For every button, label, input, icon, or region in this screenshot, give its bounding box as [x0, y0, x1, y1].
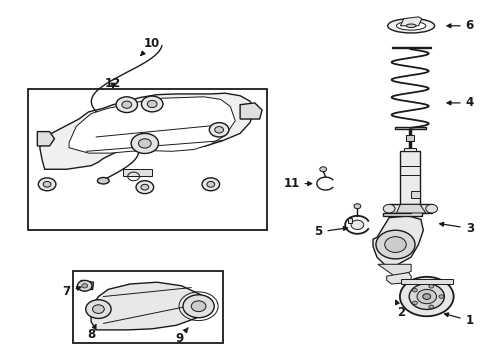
- Polygon shape: [69, 97, 235, 153]
- Text: 12: 12: [105, 77, 121, 90]
- Polygon shape: [240, 103, 262, 119]
- Polygon shape: [347, 218, 352, 223]
- Circle shape: [139, 139, 151, 148]
- Circle shape: [141, 184, 149, 190]
- Polygon shape: [79, 280, 94, 289]
- Ellipse shape: [396, 22, 426, 30]
- Polygon shape: [91, 282, 206, 330]
- Circle shape: [423, 294, 431, 300]
- Polygon shape: [383, 211, 422, 216]
- Ellipse shape: [383, 204, 395, 213]
- Circle shape: [354, 204, 361, 209]
- Polygon shape: [37, 132, 54, 146]
- Text: 7: 7: [63, 285, 81, 298]
- Circle shape: [351, 220, 364, 229]
- Circle shape: [147, 100, 157, 108]
- Circle shape: [215, 127, 223, 133]
- Circle shape: [93, 305, 104, 314]
- Polygon shape: [40, 93, 255, 169]
- Polygon shape: [123, 169, 152, 176]
- Circle shape: [207, 181, 215, 187]
- Polygon shape: [373, 216, 423, 268]
- Circle shape: [400, 277, 454, 316]
- Bar: [27, 89, 267, 230]
- Bar: [73, 271, 223, 343]
- Polygon shape: [400, 17, 422, 26]
- Circle shape: [86, 300, 111, 319]
- Polygon shape: [389, 204, 432, 213]
- Circle shape: [116, 97, 138, 113]
- Polygon shape: [406, 135, 414, 140]
- Circle shape: [320, 167, 327, 172]
- Text: 2: 2: [395, 300, 405, 319]
- Circle shape: [77, 280, 92, 291]
- Circle shape: [136, 181, 154, 194]
- Circle shape: [376, 230, 415, 259]
- Circle shape: [131, 134, 159, 153]
- Circle shape: [43, 181, 51, 187]
- Ellipse shape: [426, 204, 438, 213]
- Polygon shape: [378, 264, 411, 277]
- Polygon shape: [404, 148, 416, 151]
- Polygon shape: [401, 279, 453, 284]
- Text: 3: 3: [440, 222, 474, 235]
- Circle shape: [413, 288, 417, 292]
- Polygon shape: [392, 46, 431, 48]
- Circle shape: [439, 295, 444, 298]
- Circle shape: [183, 295, 214, 318]
- Circle shape: [429, 305, 434, 309]
- Circle shape: [82, 284, 88, 288]
- Ellipse shape: [388, 19, 435, 33]
- Circle shape: [413, 301, 417, 305]
- Text: 10: 10: [141, 37, 160, 55]
- Text: 1: 1: [444, 313, 474, 327]
- Text: 8: 8: [87, 325, 96, 341]
- Circle shape: [191, 301, 206, 312]
- Polygon shape: [395, 127, 426, 129]
- Circle shape: [142, 96, 163, 112]
- Circle shape: [38, 178, 56, 191]
- Circle shape: [209, 123, 229, 137]
- Polygon shape: [396, 204, 426, 213]
- Text: 5: 5: [314, 225, 347, 238]
- Circle shape: [409, 284, 444, 310]
- Circle shape: [385, 237, 406, 252]
- Polygon shape: [400, 151, 420, 205]
- Circle shape: [202, 178, 220, 191]
- Circle shape: [417, 289, 437, 304]
- Text: 11: 11: [283, 177, 312, 190]
- Ellipse shape: [406, 24, 416, 28]
- Text: 9: 9: [175, 328, 188, 345]
- Circle shape: [429, 284, 434, 288]
- Text: 4: 4: [447, 96, 474, 109]
- Polygon shape: [387, 273, 411, 284]
- Polygon shape: [411, 191, 420, 198]
- Text: 6: 6: [447, 19, 474, 32]
- Circle shape: [122, 101, 132, 108]
- Ellipse shape: [98, 177, 109, 184]
